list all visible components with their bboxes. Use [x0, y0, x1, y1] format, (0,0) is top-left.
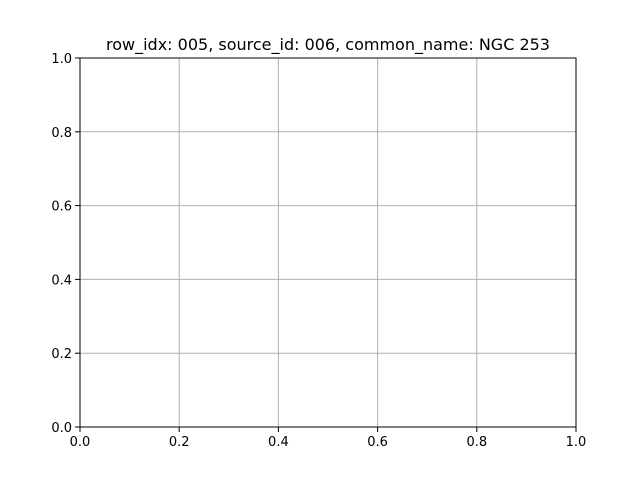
- axis-ticks: [75, 57, 577, 432]
- y-tick-label: 0.8: [51, 126, 72, 141]
- y-tick-label: 1.0: [51, 52, 72, 67]
- y-tick-label: 0.6: [51, 200, 72, 215]
- y-tick-label: 0.4: [51, 273, 72, 288]
- x-tick-label: 0.8: [466, 435, 487, 450]
- x-tick-label: 0.4: [268, 435, 289, 450]
- y-tick-label: 0.0: [51, 421, 72, 436]
- x-tick-label: 1.0: [566, 435, 587, 450]
- grid-lines: [79, 57, 577, 428]
- chart-title: row_idx: 005, source_id: 006, common_nam…: [106, 35, 550, 55]
- plot-area-frame: [79, 57, 577, 428]
- x-tick-label: 0.0: [70, 435, 91, 450]
- y-tick-label: 0.2: [51, 347, 72, 362]
- tick-labels: 0.0 0.2 0.4 0.6 0.8 1.0 0.0 0.2 0.4 0.6 0.8 1.0: [51, 52, 586, 450]
- x-tick-label: 0.2: [169, 435, 190, 450]
- x-tick-label: 0.6: [367, 435, 388, 450]
